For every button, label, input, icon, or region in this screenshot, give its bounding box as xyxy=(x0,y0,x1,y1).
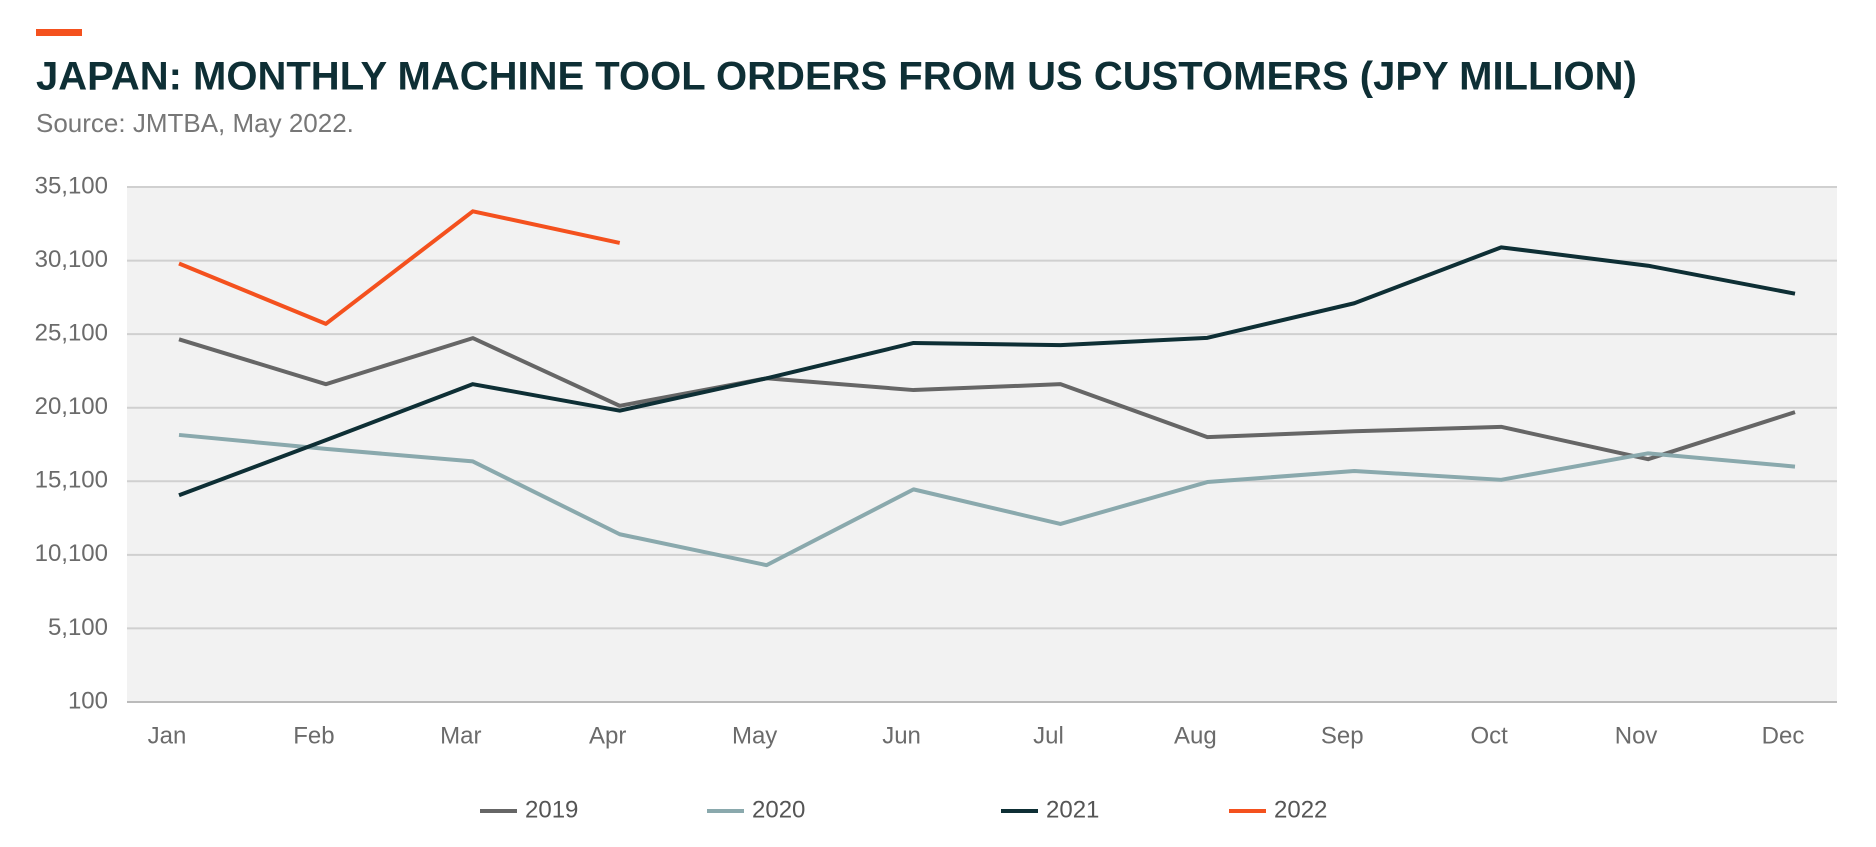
x-tick-label: Jan xyxy=(148,722,187,749)
x-tick-label: Dec xyxy=(1762,722,1805,749)
x-tick-label: Jul xyxy=(1033,722,1064,749)
x-tick-label: Apr xyxy=(589,722,626,749)
series-line xyxy=(178,336,1796,462)
x-tick-label: Sep xyxy=(1321,722,1364,749)
legend-label: 2019 xyxy=(525,796,578,823)
legend-label: 2020 xyxy=(752,796,805,823)
plot-area xyxy=(127,187,1837,702)
y-tick-label: 35,100 xyxy=(35,172,108,199)
x-tick-label: Aug xyxy=(1174,722,1217,749)
x-tick-label: Nov xyxy=(1615,722,1658,749)
series-line xyxy=(178,432,1796,568)
legend-label: 2022 xyxy=(1274,796,1327,823)
y-tick-label: 10,100 xyxy=(35,540,108,567)
y-tick-label: 25,100 xyxy=(35,319,108,346)
y-tick-label: 20,100 xyxy=(35,393,108,420)
y-tick-label: 15,100 xyxy=(35,467,108,494)
y-tick-label: 100 xyxy=(68,687,108,714)
legend-label: 2021 xyxy=(1046,796,1099,823)
series-line xyxy=(178,209,621,326)
x-tick-label: May xyxy=(732,722,777,749)
chart-subtitle: Source: JMTBA, May 2022. xyxy=(36,108,354,138)
x-tick-label: Mar xyxy=(440,722,481,749)
series-line xyxy=(178,245,1796,498)
accent-bar xyxy=(36,29,82,36)
x-tick-label: Jun xyxy=(882,722,921,749)
y-tick-label: 30,100 xyxy=(35,246,108,273)
x-tick-label: Feb xyxy=(293,722,334,749)
chart-title: JAPAN: MONTHLY MACHINE TOOL ORDERS FROM … xyxy=(36,55,1637,99)
y-tick-label: 5,100 xyxy=(48,614,108,641)
x-tick-label: Oct xyxy=(1471,722,1509,749)
